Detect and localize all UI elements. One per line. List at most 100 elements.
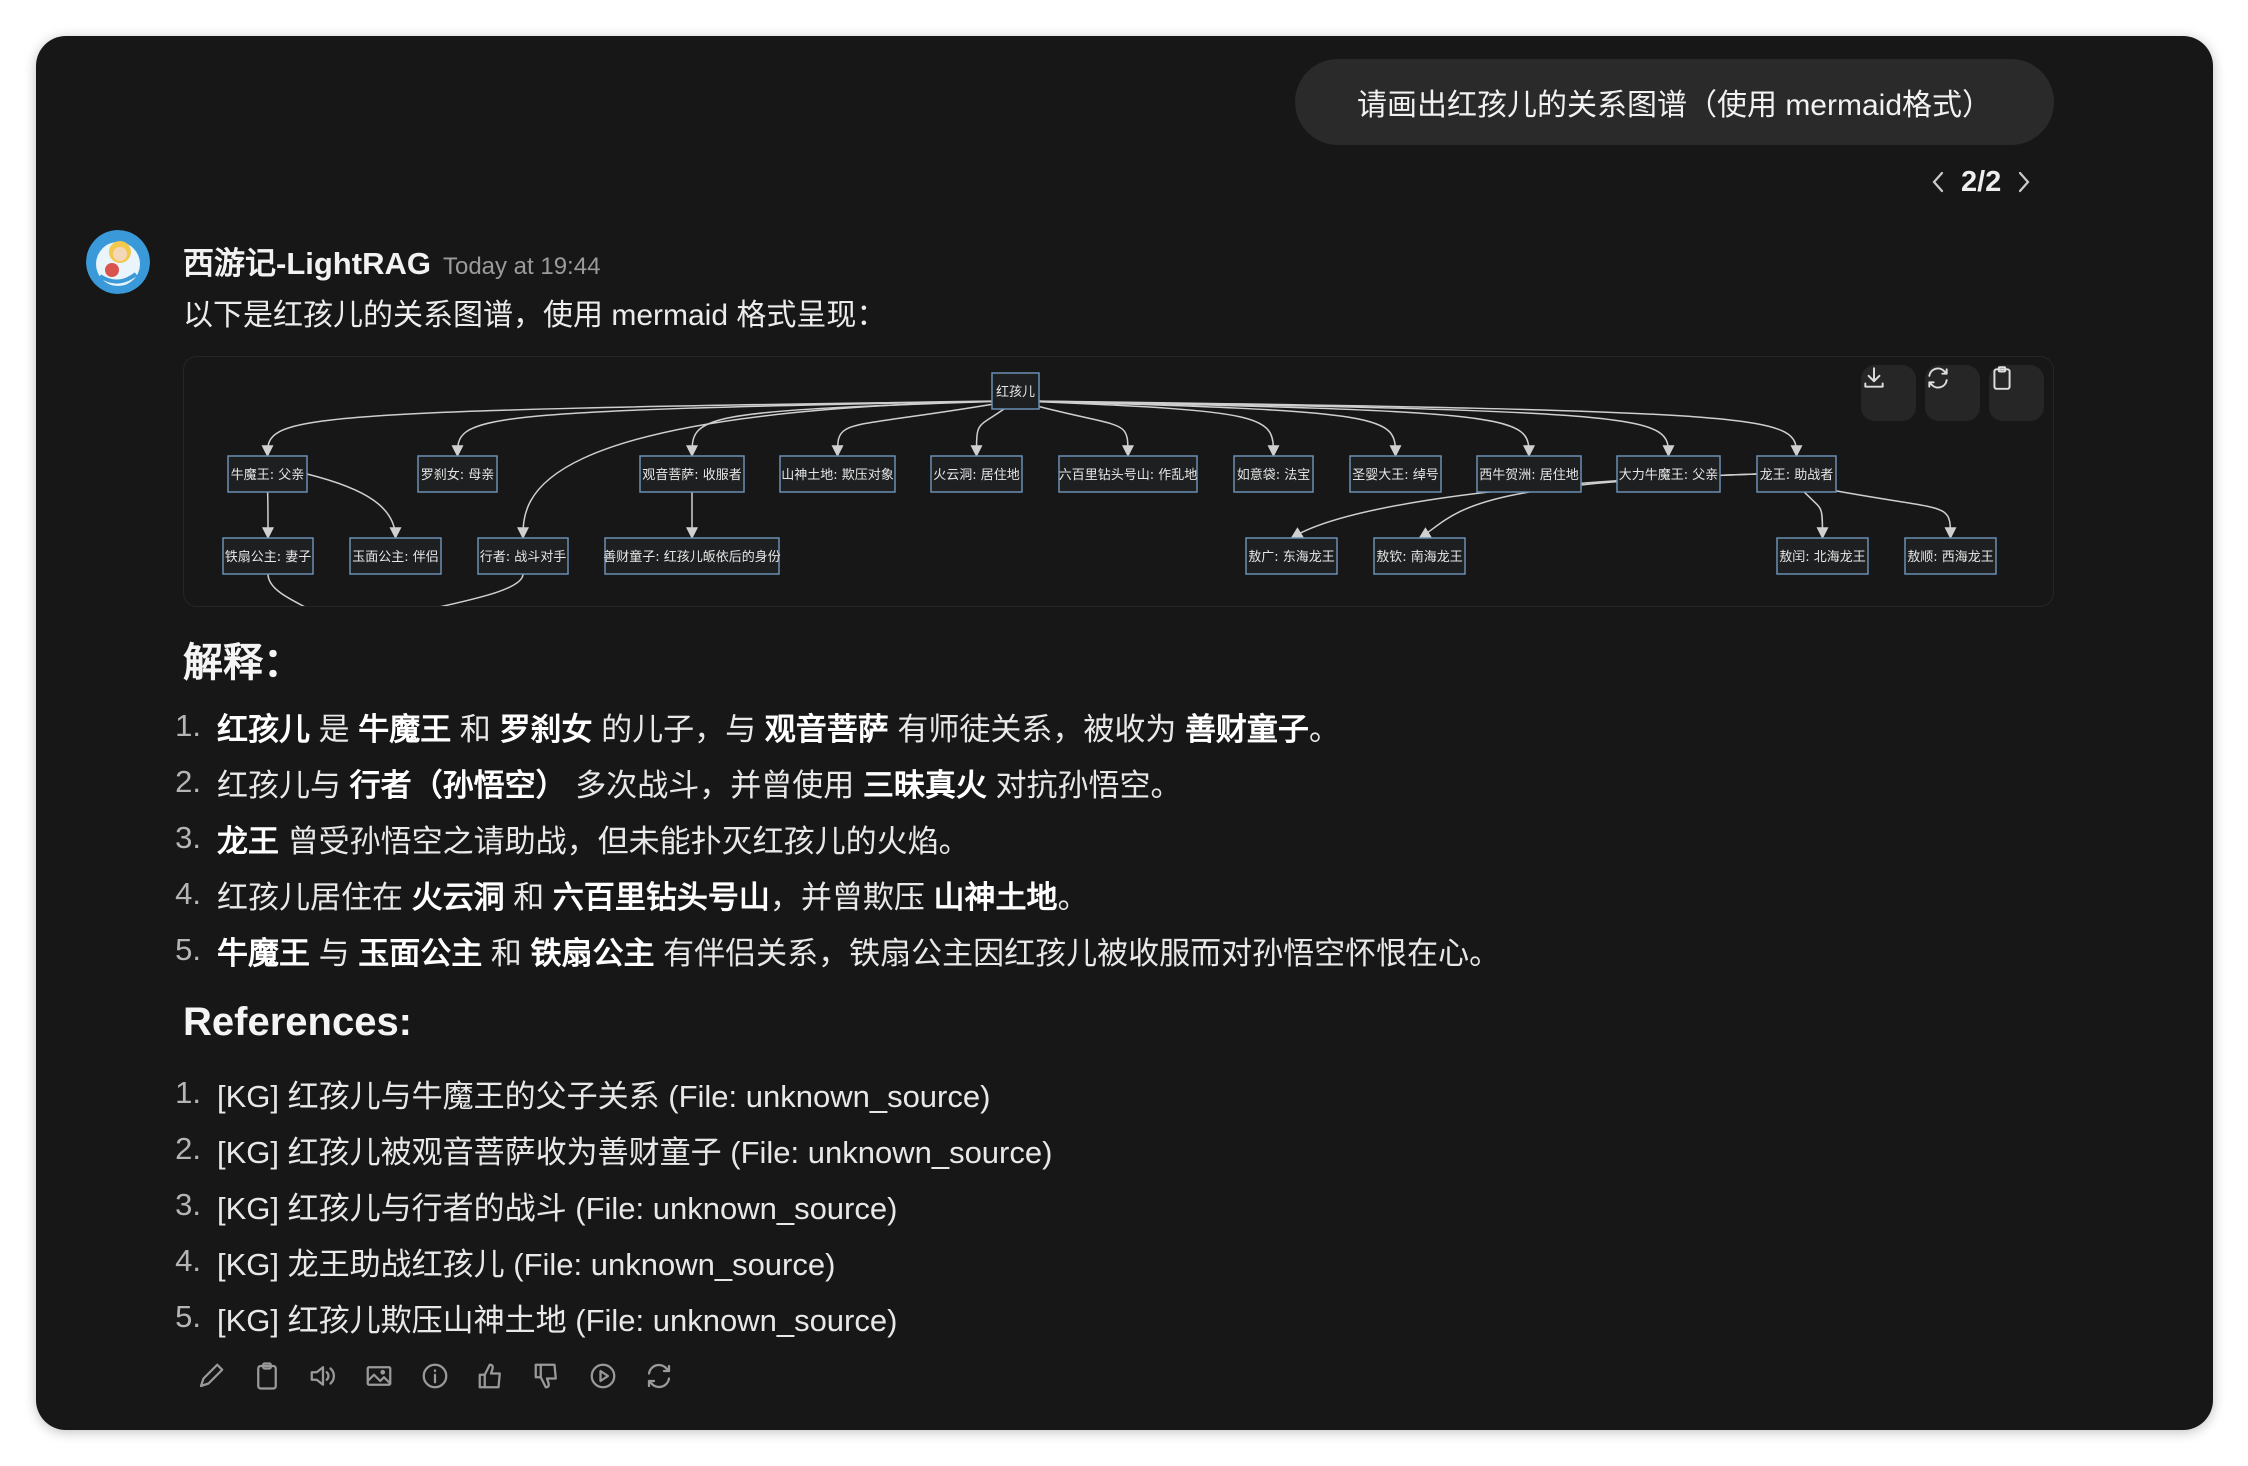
text-segment: 红孩儿与: [217, 767, 350, 803]
text-segment: [KG] 红孩儿欺压山神土地 (File: unknown_source): [217, 1302, 898, 1338]
list-number: 2.: [175, 1131, 201, 1166]
chevron-right-icon[interactable]: [2011, 164, 2037, 200]
node-label: 敖广: 东海龙王: [1248, 549, 1335, 565]
bold-term: 善财童子: [1184, 711, 1309, 747]
refresh-icon: [1928, 367, 1948, 389]
edge-root-dali: [1028, 400, 1675, 458]
read-aloud-button[interactable]: [305, 1358, 341, 1394]
node-box: [1476, 455, 1582, 493]
list-number: 1.: [175, 1075, 201, 1110]
edge-root-xing: [517, 400, 1006, 540]
node-box: [604, 537, 780, 575]
download-icon: [1864, 367, 1884, 388]
references-heading: References:: [183, 1000, 413, 1044]
diagram-node: 敖闰: 北海龙王: [1776, 537, 1869, 575]
bold-term: 六百里钻头号山: [552, 879, 770, 915]
list-text: 红孩儿居住在 火云洞 和 六百里钻头号山，并曾欺压 山神土地。: [217, 872, 1088, 917]
explain-list: 1. 红孩儿 是 牛魔王 和 罗刹女 的儿子，与 观音菩萨 有师徒关系，被收为 善…: [175, 698, 1500, 978]
node-label: 圣婴大王: 绰号: [1352, 468, 1439, 483]
node-label: 山神土地: 欺压对象: [781, 468, 894, 483]
bold-term: 火云洞: [411, 879, 505, 915]
diagram-node: 玉面公主: 伴侣: [349, 537, 442, 575]
avatar: [86, 230, 150, 294]
copy-button[interactable]: [249, 1358, 285, 1394]
explain-item: 1. 红孩儿 是 牛魔王 和 罗刹女 的儿子，与 观音菩萨 有师徒关系，被收为 善…: [175, 698, 1500, 754]
node-box: [1904, 537, 1997, 575]
copy-diagram-button[interactable]: [1989, 365, 2044, 421]
image-button[interactable]: [361, 1358, 397, 1394]
node-label: 敖闰: 北海龙王: [1779, 549, 1866, 565]
edge-root-ru: [1020, 400, 1280, 458]
text-segment: 的儿子，与: [592, 711, 765, 747]
bold-term: 罗刹女: [499, 711, 593, 747]
thumbs-up-button[interactable]: [473, 1358, 509, 1394]
node-label: 火云洞: 居住地: [933, 468, 1020, 483]
reference-item: 3. [KG] 红孩儿与行者的战斗 (File: unknown_source): [175, 1177, 1052, 1233]
list-number: 5.: [175, 932, 201, 967]
edge-xing-sun: [440, 573, 524, 606]
text-segment: 。: [1308, 711, 1340, 747]
diagram-node: 行者: 战斗对手: [477, 537, 569, 575]
text-segment: 和: [482, 935, 531, 971]
thumbs-down-button[interactable]: [529, 1358, 565, 1394]
download-button[interactable]: [1861, 365, 1916, 421]
list-text: 龙王 曾受孙悟空之请助战，但未能扑灭红孩儿的火焰。: [217, 816, 970, 861]
play-button[interactable]: [585, 1358, 621, 1394]
references-list: 1. [KG] 红孩儿与牛魔王的父子关系 (File: unknown_sourc…: [175, 1065, 1052, 1345]
edge-root-sheng: [1023, 400, 1402, 458]
diagram-node: 善财童子: 红孩儿皈依后的身份: [603, 537, 781, 575]
diagram-node: 牛魔王: 父亲: [227, 455, 308, 493]
list-number: 2.: [175, 764, 201, 799]
list-number: 4.: [175, 1243, 201, 1278]
node-label: 敖顺: 西海龙王: [1907, 549, 1994, 565]
node-box: [1756, 455, 1837, 493]
text-segment: 有师徒关系，被收为: [888, 711, 1185, 747]
explain-item: 3. 龙王 曾受孙悟空之请助战，但未能扑灭红孩儿的火焰。: [175, 810, 1500, 866]
list-number: 3.: [175, 1187, 201, 1222]
diagram-node: 罗刹女: 母亲: [417, 455, 498, 493]
edge-root-liu: [1017, 400, 1134, 458]
node-label: 玉面公主: 伴侣: [352, 550, 439, 565]
reference-item: 4. [KG] 龙王助战红孩儿 (File: unknown_source): [175, 1233, 1052, 1289]
edit-button[interactable]: [193, 1358, 229, 1394]
list-number: 5.: [175, 1299, 201, 1334]
node-box: [1058, 455, 1198, 493]
chevron-left-icon[interactable]: [1925, 164, 1951, 200]
bold-term: 红孩儿: [217, 711, 310, 747]
node-box: [222, 537, 314, 575]
list-text: 牛魔王 与 玉面公主 和 铁扇公主 有伴侣关系，铁扇公主因红孩儿被收服而对孙悟空…: [217, 928, 1500, 973]
diagram-node: 观音菩萨: 收服者: [639, 455, 745, 493]
node-label: 西牛贺洲: 居住地: [1479, 468, 1579, 483]
info-button[interactable]: [417, 1358, 453, 1394]
text-segment: 有伴侣关系，铁扇公主因红孩儿被收服而对孙悟空怀恨在心。: [654, 935, 1501, 971]
node-box: [1245, 537, 1338, 575]
diagram-node: 铁扇公主: 妻子: [222, 537, 314, 575]
list-text: [KG] 龙王助战红孩儿 (File: unknown_source): [217, 1239, 835, 1284]
text-segment: 和: [451, 711, 500, 747]
diagram-node: 红孩儿: [991, 372, 1040, 410]
regenerate-icon: [647, 1363, 671, 1389]
list-text: [KG] 红孩儿被观音菩萨收为善财童子 (File: unknown_sourc…: [217, 1127, 1052, 1172]
node-box: [991, 372, 1040, 410]
regenerate-button[interactable]: [641, 1358, 677, 1394]
list-text: [KG] 红孩儿欺压山神土地 (File: unknown_source): [217, 1295, 897, 1340]
message-actions: [193, 1358, 677, 1394]
node-label: 牛魔王: 父亲: [231, 468, 305, 483]
node-label: 大力牛魔王: 父亲: [1619, 468, 1719, 483]
node-label: 如意袋: 法宝: [1237, 467, 1311, 483]
diagram-node: 山神土地: 欺压对象: [779, 455, 896, 493]
mermaid-diagram: 红孩儿牛魔王: 父亲 罗刹女: 母亲 观音菩萨: 收服者 山神土地: 欺压对象 火云洞:…: [183, 356, 2054, 607]
bold-term: 牛魔王: [217, 935, 310, 971]
diagram-node: 六百里钻头号山: 作乱地: [1058, 455, 1198, 493]
node-label: 铁扇公主: 妻子: [225, 549, 312, 565]
play-icon: [590, 1363, 616, 1389]
text-segment: 是: [310, 711, 359, 747]
diagram-node: 如意袋: 法宝: [1233, 455, 1314, 493]
refresh-diagram-button[interactable]: [1925, 365, 1980, 421]
bold-term: 牛魔王: [358, 711, 452, 747]
bold-term: 行者（孙悟空）: [349, 767, 567, 803]
node-label: 红孩儿: [996, 384, 1035, 400]
node-box: [1616, 455, 1721, 493]
pager-label: 2/2: [1961, 165, 2002, 198]
